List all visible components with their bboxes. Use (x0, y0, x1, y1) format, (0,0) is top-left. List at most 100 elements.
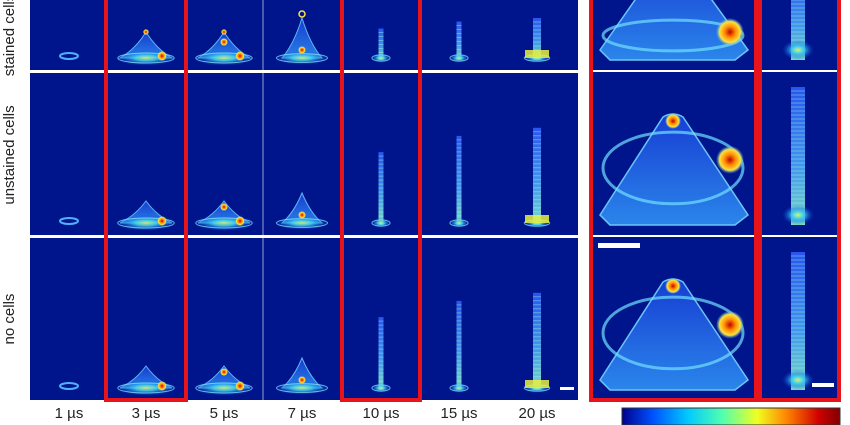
highlight-frame-10us (340, 0, 422, 402)
scale-bars (560, 243, 834, 390)
jet-column (456, 300, 462, 390)
jet-column (533, 18, 541, 60)
panel-cell (115, 29, 177, 66)
panel-cell (371, 28, 391, 63)
time-label-5us: 5 µs (209, 405, 239, 422)
hotspot (157, 51, 167, 61)
droplet-ring (449, 54, 469, 62)
jet-drawings (59, 0, 814, 396)
highlight-frame-zoom-left (589, 0, 758, 402)
zoom-band (601, 295, 745, 371)
panel-cell (59, 217, 79, 225)
zoom-cone (599, 0, 750, 61)
panel-cell (523, 127, 551, 228)
panel-cell (193, 365, 255, 396)
highlight-frames (104, 0, 841, 402)
droplet-ring (449, 384, 469, 392)
zoom-cell (599, 0, 814, 61)
droplet-base (115, 380, 177, 396)
jet-base-bright (525, 50, 549, 58)
zoom-jet-base (782, 205, 814, 225)
hotspot (298, 211, 306, 219)
hotspot (220, 203, 228, 211)
droplet-ring (371, 219, 391, 227)
scale-bar-main (560, 387, 574, 390)
droplet-ring (117, 52, 175, 64)
initial-droplet (59, 217, 79, 225)
droplet-base (115, 215, 177, 231)
hotspot (143, 29, 149, 35)
zoom-jet-base (782, 370, 814, 390)
zoom-cell (599, 252, 814, 391)
zoom-band (601, 130, 745, 206)
jet-column (378, 152, 384, 225)
panel-cell (274, 10, 330, 65)
zoom-cell (599, 87, 814, 226)
panel-cell (115, 365, 177, 396)
droplet-ring (449, 219, 469, 227)
hotspot (235, 216, 245, 226)
droplet-ring (195, 382, 253, 394)
jet-column (456, 135, 462, 225)
hotspot (235, 51, 245, 61)
jet-column (791, 87, 805, 225)
hotspot (221, 29, 227, 35)
droplet-ring (117, 217, 175, 229)
time-label-10us: 10 µs (362, 405, 400, 422)
jet-column (791, 252, 805, 390)
colorbar (621, 407, 841, 425)
scale-bar-zoom-jet (812, 383, 834, 387)
panel-cell (523, 18, 551, 63)
droplet-base (193, 50, 255, 66)
droplet-ring (195, 52, 253, 64)
panel-cell (274, 356, 330, 395)
jet-column (533, 292, 541, 390)
row-label-unstained: unstained cells (1, 105, 18, 205)
time-label-1us: 1 µs (54, 405, 84, 422)
hotspot (157, 216, 167, 226)
hotspot (716, 145, 744, 174)
hotspot (665, 278, 681, 294)
panel-cell (193, 29, 255, 66)
panel-cell (193, 200, 255, 231)
panel-cell (449, 135, 469, 228)
hotspot (157, 381, 167, 391)
row-label-no-cells: no cells (1, 293, 18, 345)
droplet-base (115, 50, 177, 66)
panel-cell (274, 191, 330, 230)
zoom-jet-base (782, 40, 814, 60)
hotspot (220, 368, 228, 376)
panel-cell (59, 382, 79, 390)
hotspot (235, 381, 245, 391)
droplet-ring (195, 217, 253, 229)
panel-cell (115, 200, 177, 231)
tip-droplet (298, 10, 306, 18)
time-label-3us: 3 µs (131, 405, 161, 422)
hotspot (716, 310, 744, 339)
hotspot (220, 38, 228, 46)
initial-droplet (59, 52, 79, 60)
panel-cell (449, 300, 469, 393)
scale-bar-zoom-cone (598, 243, 640, 248)
jet-column (533, 127, 541, 225)
panel-cell (523, 292, 551, 393)
time-label-20us: 20 µs (518, 405, 556, 422)
highlight-frame-3us (104, 0, 188, 402)
hotspot (298, 46, 306, 54)
hotspot (298, 376, 306, 384)
panel-cell (371, 152, 391, 228)
droplet-base (193, 380, 255, 396)
jet-column (378, 317, 384, 390)
panel-cell (371, 317, 391, 393)
droplet-base (193, 215, 255, 231)
jet-column (456, 21, 462, 60)
hotspot (665, 113, 681, 129)
droplet-ring (371, 384, 391, 392)
jet-base-bright (525, 215, 549, 223)
jet-base-bright (525, 380, 549, 388)
initial-droplet (59, 382, 79, 390)
time-label-7us: 7 µs (287, 405, 317, 422)
hotspot (716, 18, 744, 46)
panel-cell (449, 21, 469, 63)
